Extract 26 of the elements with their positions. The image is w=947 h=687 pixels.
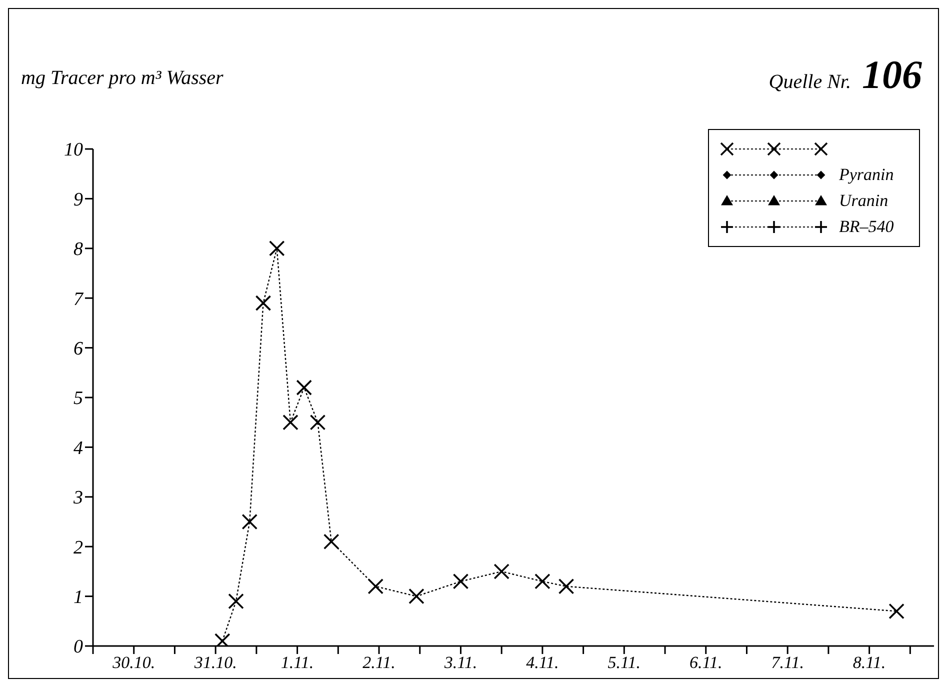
x-tick-label: 8.11. [852,653,886,672]
x-tick-label: 1.11. [280,653,314,672]
y-tick-label: 6 [74,338,84,360]
x-tick-label: 31.10. [193,653,237,672]
y-tick-label: 4 [74,438,84,459]
y-tick-label: 2 [74,537,84,558]
chart-title: Quelle Nr. 106 [768,51,922,98]
x-tick-label: 6.11. [690,653,722,672]
legend-label: Uranin [839,191,890,211]
legend-label: Pyranin [839,165,895,185]
y-axis-title: mg Tracer pro m³ Wasser [21,67,224,89]
x-tick-label: 4.11. [526,653,559,672]
y-tick-label: 8 [74,239,84,260]
y-tick-label: 3 [72,488,83,509]
y-tick-label: 10 [64,140,84,161]
legend-label: BR–540 [839,217,895,237]
y-tick-label: 9 [74,189,84,210]
x-tick-label: 5.11. [608,653,641,672]
x-tick-label: 30.10. [112,653,156,672]
y-tick-label: 0 [74,636,84,658]
y-tick-label: 5 [74,388,83,410]
x-tick-label: 7.11. [771,653,804,672]
x-tick-label: 2.11. [362,653,396,672]
y-tick-label: 7 [74,288,84,310]
y-tick-label: 1 [74,587,83,608]
x-tick-label: 3.11. [443,653,478,672]
